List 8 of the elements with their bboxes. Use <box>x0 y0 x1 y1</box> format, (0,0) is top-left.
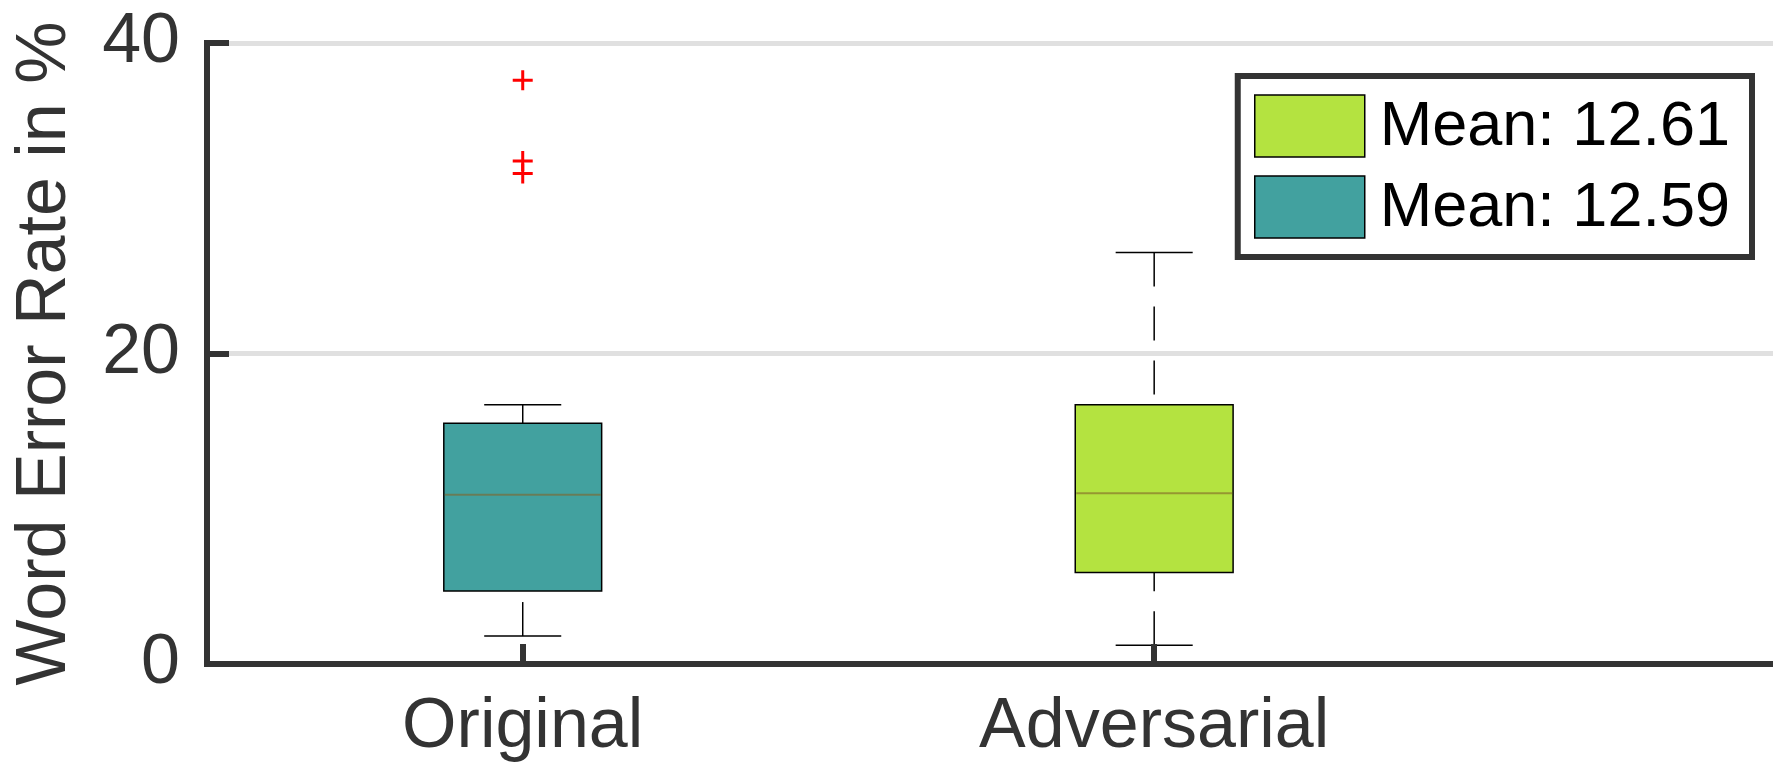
y-tick-label: 20 <box>102 309 180 388</box>
legend-label: Mean: 12.59 <box>1379 169 1731 240</box>
x-tick-label: Adversarial <box>979 684 1330 763</box>
y-axis-title: Word Error Rate in % <box>2 21 81 686</box>
y-tick-label: 0 <box>141 620 180 699</box>
y-tick-label: 40 <box>102 0 180 78</box>
legend-label: Mean: 12.61 <box>1379 88 1731 159</box>
x-tick-label: Original <box>402 684 644 763</box>
